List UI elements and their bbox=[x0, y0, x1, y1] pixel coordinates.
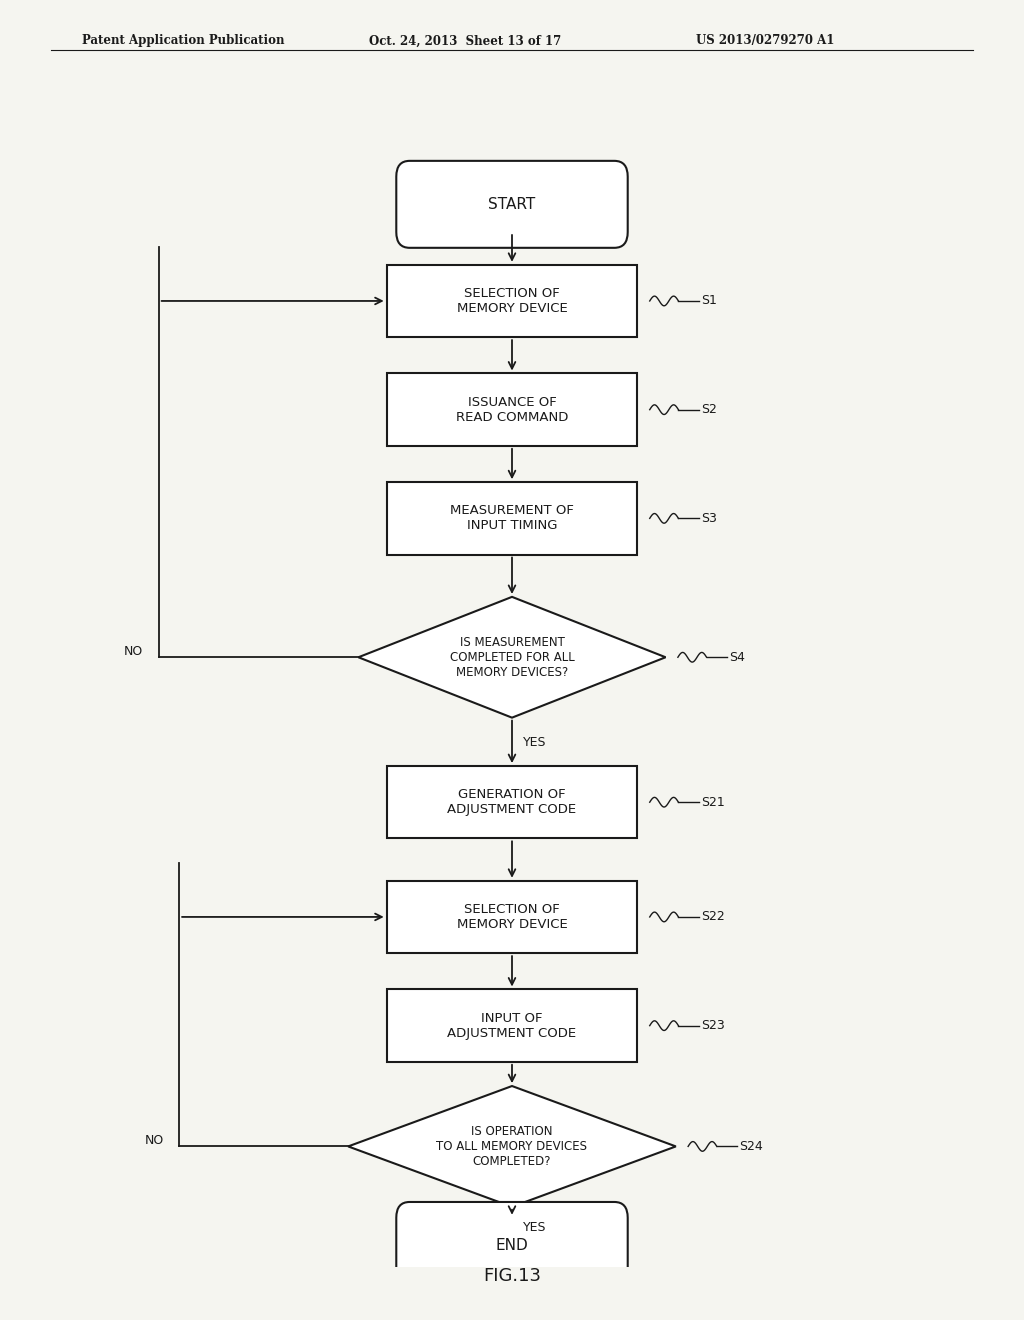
Polygon shape bbox=[358, 597, 666, 718]
Text: GENERATION OF
ADJUSTMENT CODE: GENERATION OF ADJUSTMENT CODE bbox=[447, 788, 577, 816]
Text: S2: S2 bbox=[701, 403, 717, 416]
Text: IS OPERATION
TO ALL MEMORY DEVICES
COMPLETED?: IS OPERATION TO ALL MEMORY DEVICES COMPL… bbox=[436, 1125, 588, 1168]
Text: Oct. 24, 2013  Sheet 13 of 17: Oct. 24, 2013 Sheet 13 of 17 bbox=[369, 34, 561, 48]
Text: S1: S1 bbox=[701, 294, 717, 308]
Text: Patent Application Publication: Patent Application Publication bbox=[82, 34, 285, 48]
Text: NO: NO bbox=[144, 1134, 164, 1147]
Bar bbox=[387, 482, 637, 554]
Text: IS MEASUREMENT
COMPLETED FOR ALL
MEMORY DEVICES?: IS MEASUREMENT COMPLETED FOR ALL MEMORY … bbox=[450, 636, 574, 678]
FancyBboxPatch shape bbox=[396, 161, 628, 248]
Bar bbox=[387, 766, 637, 838]
Bar bbox=[387, 374, 637, 446]
Text: NO: NO bbox=[124, 644, 143, 657]
Text: MEASUREMENT OF
INPUT TIMING: MEASUREMENT OF INPUT TIMING bbox=[451, 504, 573, 532]
Text: S22: S22 bbox=[701, 911, 725, 924]
Text: ISSUANCE OF
READ COMMAND: ISSUANCE OF READ COMMAND bbox=[456, 396, 568, 424]
Polygon shape bbox=[348, 1086, 676, 1206]
Text: S21: S21 bbox=[701, 796, 725, 809]
Text: YES: YES bbox=[523, 735, 546, 748]
Text: END: END bbox=[496, 1238, 528, 1253]
Text: START: START bbox=[488, 197, 536, 211]
Bar bbox=[387, 880, 637, 953]
Text: SELECTION OF
MEMORY DEVICE: SELECTION OF MEMORY DEVICE bbox=[457, 903, 567, 931]
Text: INPUT OF
ADJUSTMENT CODE: INPUT OF ADJUSTMENT CODE bbox=[447, 1011, 577, 1040]
Text: SELECTION OF
MEMORY DEVICE: SELECTION OF MEMORY DEVICE bbox=[457, 286, 567, 315]
Text: S24: S24 bbox=[739, 1140, 763, 1152]
Text: US 2013/0279270 A1: US 2013/0279270 A1 bbox=[696, 34, 835, 48]
Text: FIG.13: FIG.13 bbox=[483, 1267, 541, 1286]
Bar bbox=[387, 265, 637, 337]
FancyBboxPatch shape bbox=[396, 1203, 628, 1288]
Text: S23: S23 bbox=[701, 1019, 725, 1032]
Text: S4: S4 bbox=[729, 651, 745, 664]
Text: YES: YES bbox=[523, 1221, 546, 1234]
Bar bbox=[387, 990, 637, 1061]
Text: S3: S3 bbox=[701, 512, 717, 525]
